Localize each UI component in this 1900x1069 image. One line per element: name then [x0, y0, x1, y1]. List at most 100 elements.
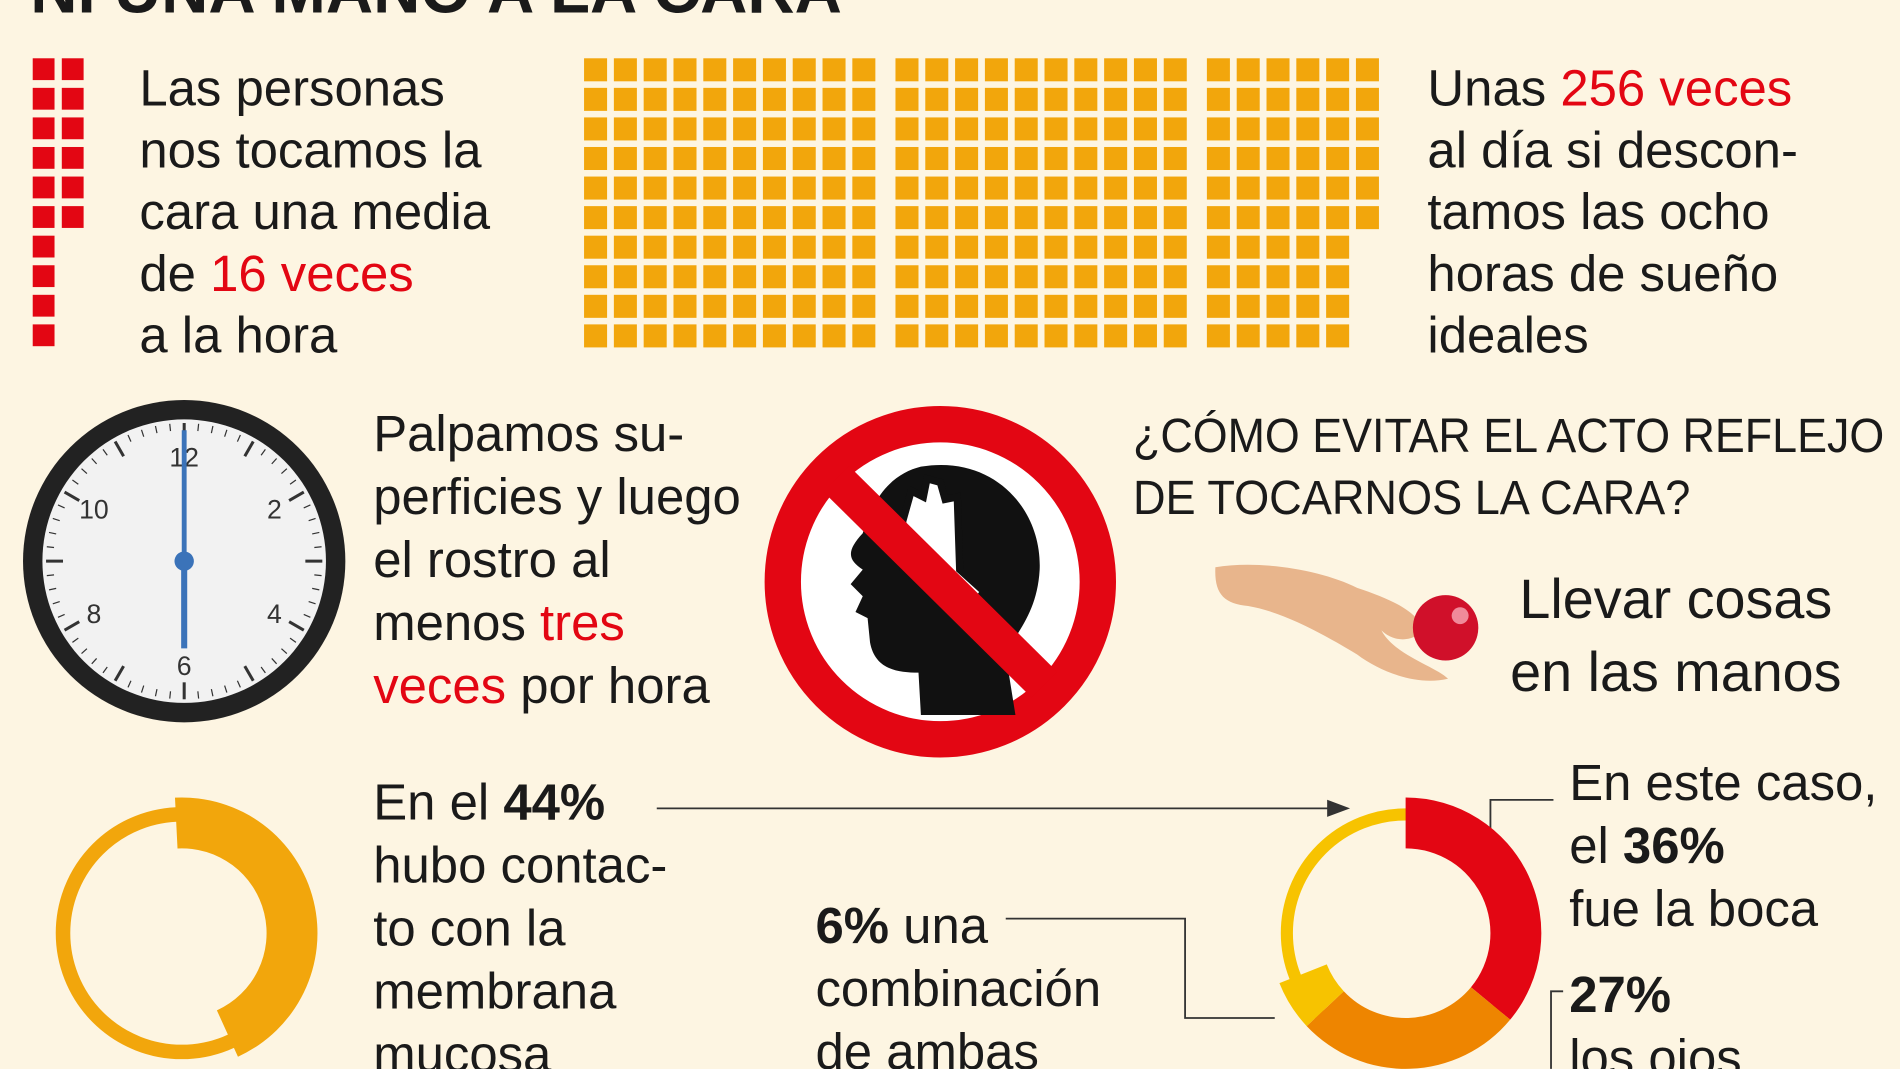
day-square — [1074, 206, 1098, 230]
text-line: el rostro al — [373, 531, 611, 588]
text-segment: Las personas — [139, 60, 444, 117]
donut-segment — [1405, 797, 1542, 1020]
day-square — [792, 206, 816, 230]
hour-square — [32, 117, 55, 140]
day-square — [822, 87, 846, 111]
hand — [1215, 564, 1449, 681]
day-square — [1104, 324, 1128, 348]
day-square — [1236, 176, 1260, 200]
day-square — [1296, 117, 1320, 141]
day-square — [1074, 235, 1098, 259]
highlight: veces — [373, 657, 506, 714]
hand-ball-icon — [1215, 564, 1479, 681]
day-square — [1074, 176, 1098, 200]
day-square — [1355, 206, 1379, 230]
day-square — [1104, 294, 1128, 318]
clock-tick — [260, 666, 266, 674]
day-square — [1163, 176, 1187, 200]
clock-tick — [169, 423, 172, 432]
text-line: tamos las ocho — [1427, 183, 1769, 240]
day-square — [955, 58, 979, 82]
day-square — [584, 206, 608, 230]
day-square — [673, 235, 697, 259]
day-square — [822, 265, 846, 289]
day-square — [673, 58, 697, 82]
clock-tick — [236, 434, 241, 442]
text-segment: horas de sueño — [1427, 245, 1778, 302]
highlight: tres — [540, 594, 625, 651]
clock-tick — [113, 665, 125, 682]
day-square — [1074, 146, 1098, 171]
day-square — [613, 87, 637, 111]
day-square — [1163, 206, 1187, 230]
clock-tick — [308, 517, 316, 522]
day-square — [762, 117, 786, 141]
day-square — [1296, 176, 1320, 200]
clock-tick — [81, 468, 88, 475]
text-segment: tamos las ocho — [1427, 183, 1769, 240]
day-square — [762, 87, 786, 111]
day-square — [643, 265, 667, 289]
connectors — [656, 798, 1564, 1069]
day-square — [852, 87, 876, 111]
clock-tick — [289, 479, 297, 485]
text-line: to con la — [373, 899, 566, 956]
day-square — [762, 146, 786, 171]
day-square — [1236, 235, 1260, 259]
clock-tick — [72, 479, 79, 485]
clock-tick — [140, 429, 145, 437]
day-square — [984, 146, 1008, 171]
day-square — [984, 176, 1008, 200]
text-line: 27% — [1569, 966, 1671, 1023]
day-square — [762, 294, 786, 318]
day-square — [733, 206, 757, 230]
leader-line — [1005, 917, 1275, 1019]
day-square — [703, 176, 727, 200]
day-square — [1044, 265, 1068, 289]
day-square — [613, 324, 637, 348]
bold-figure: 6% — [815, 897, 889, 954]
day-square — [1266, 58, 1290, 82]
text-line: veces por hora — [373, 657, 710, 714]
clock-number: 8 — [87, 599, 102, 629]
text-line: Las personas — [139, 60, 444, 117]
day-square — [613, 235, 637, 259]
text-line: mucosa — [373, 1025, 552, 1069]
clock-tick — [224, 429, 228, 437]
text-segment: combinación — [815, 960, 1101, 1017]
day-square — [852, 58, 876, 82]
day-square — [584, 58, 608, 82]
day-square — [733, 235, 757, 259]
day-square — [703, 324, 727, 348]
donut-segment — [1306, 987, 1511, 1069]
leader-line — [1489, 798, 1554, 837]
day-square — [1104, 117, 1128, 141]
day-square — [1163, 294, 1187, 318]
ball-shine — [1451, 607, 1469, 625]
day-square — [1014, 87, 1038, 111]
day-square — [1044, 58, 1068, 82]
day-square — [984, 324, 1008, 348]
day-square — [822, 146, 846, 171]
day-square — [1104, 235, 1128, 259]
hour-square — [61, 206, 84, 228]
day-square — [1044, 146, 1068, 171]
day-square — [852, 146, 876, 171]
day-square — [895, 265, 919, 289]
text-segment: de ambas — [815, 1023, 1038, 1069]
text-line: Unas 256 veces — [1427, 60, 1792, 117]
day-square — [852, 294, 876, 318]
day-square — [1266, 87, 1290, 111]
day-square — [792, 87, 816, 111]
hour-square — [32, 87, 55, 110]
text-line: horas de sueño — [1427, 245, 1778, 302]
clock-tick — [243, 440, 255, 457]
text-line: hubo contac- — [373, 836, 667, 893]
text-segment: En este caso, — [1569, 754, 1877, 811]
clock-tick — [52, 601, 60, 605]
day-square — [955, 176, 979, 200]
day-square — [643, 324, 667, 348]
day-square — [822, 294, 846, 318]
text-line: perficies y luego — [373, 468, 741, 525]
